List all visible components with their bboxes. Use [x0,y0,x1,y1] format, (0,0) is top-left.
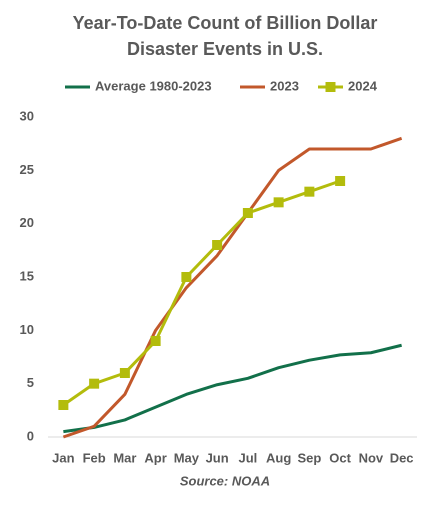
x-tick-label: Jan [52,450,74,465]
line [62,136,403,439]
legend-label: 2024 [348,78,378,93]
x-tick-label: Feb [83,450,106,465]
marker [58,400,69,410]
x-tick-label: Mar [113,450,136,465]
marker [150,336,161,346]
marker [273,197,284,208]
line [62,179,341,407]
marker [89,378,100,389]
marker [335,176,346,186]
marker [304,186,315,197]
x-tick-label: Aug [266,450,291,465]
x-tick-label: Sep [297,450,321,465]
x-tick-label: Nov [359,450,384,465]
legend-label: 2023 [270,78,299,93]
legend-label: Average 1980-2023 [95,78,212,93]
x-tick-label: Dec [390,450,414,465]
y-tick-label: 15 [20,268,34,283]
line [63,343,402,434]
marker [181,272,192,282]
chart-title: Disaster Events in U.S. [127,39,323,59]
y-tick-label: 0 [27,428,34,443]
chart-title: Year-To-Date Count of Billion Dollar [73,13,378,33]
x-tick-label: May [174,450,200,465]
y-tick-label: 30 [20,108,34,123]
marker [212,240,223,250]
marker [242,208,253,218]
legend-marker [325,82,336,92]
x-tick-label: Oct [329,450,351,465]
source-note: Source: NOAA [180,473,270,488]
y-tick-label: 10 [20,322,34,337]
y-tick-label: 25 [20,162,34,177]
x-tick-label: Jun [206,450,229,465]
x-tick-label: Apr [144,450,166,465]
x-tick-label: Jul [238,450,257,465]
y-tick-label: 5 [27,375,34,390]
marker [119,368,130,378]
y-tick-label: 20 [20,215,34,230]
